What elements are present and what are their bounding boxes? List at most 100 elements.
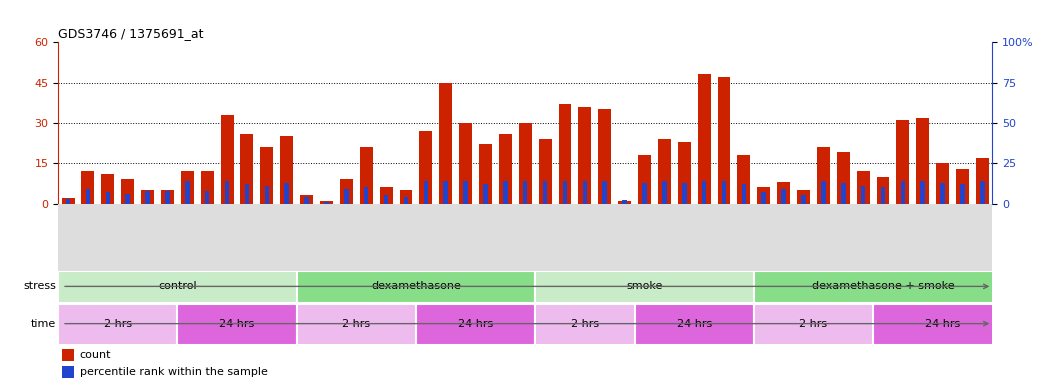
Bar <box>484 184 488 204</box>
Bar <box>297 304 416 345</box>
Bar <box>662 181 666 204</box>
Bar <box>717 77 731 204</box>
Bar <box>304 197 309 204</box>
Bar <box>623 200 627 204</box>
Bar <box>419 131 432 204</box>
Text: dexamethasone: dexamethasone <box>371 281 461 291</box>
Text: 2 hrs: 2 hrs <box>799 319 827 329</box>
Bar <box>384 195 388 204</box>
Bar <box>737 155 750 204</box>
Bar <box>344 189 349 204</box>
Bar <box>459 123 472 204</box>
Bar <box>741 184 746 204</box>
Bar <box>463 181 468 204</box>
Bar <box>754 304 873 345</box>
Text: 2 hrs: 2 hrs <box>343 319 371 329</box>
Bar <box>241 134 253 204</box>
Text: GDS3746 / 1375691_at: GDS3746 / 1375691_at <box>58 26 203 40</box>
Text: percentile rank within the sample: percentile rank within the sample <box>80 367 268 377</box>
Bar <box>145 190 149 204</box>
Bar <box>61 198 75 204</box>
Bar <box>678 142 690 204</box>
Bar <box>762 192 766 204</box>
Bar <box>536 304 634 345</box>
Bar <box>519 123 531 204</box>
Text: dexamethasone + smoke: dexamethasone + smoke <box>812 281 954 291</box>
Bar <box>558 104 572 204</box>
Bar <box>503 181 508 204</box>
Bar <box>300 195 313 204</box>
Text: count: count <box>80 350 111 360</box>
Bar <box>416 304 536 345</box>
Text: 24 hrs: 24 hrs <box>925 319 960 329</box>
Bar <box>634 304 754 345</box>
Bar <box>161 190 174 204</box>
Bar <box>563 181 567 204</box>
Bar <box>940 182 945 204</box>
Bar <box>181 171 194 204</box>
Bar <box>62 366 74 379</box>
Bar <box>280 136 293 204</box>
Bar <box>479 144 492 204</box>
Bar <box>499 134 512 204</box>
Bar <box>543 181 547 204</box>
Text: control: control <box>158 281 196 291</box>
Bar <box>265 186 269 204</box>
Bar <box>797 190 810 204</box>
Bar <box>619 201 631 204</box>
Bar <box>980 181 985 204</box>
Bar <box>960 184 964 204</box>
Bar <box>106 192 110 204</box>
Text: stress: stress <box>23 281 56 291</box>
Bar <box>284 182 289 204</box>
Bar <box>177 304 297 345</box>
Text: 2 hrs: 2 hrs <box>104 319 132 329</box>
Bar <box>400 190 412 204</box>
Bar <box>901 181 905 204</box>
Bar <box>881 187 885 204</box>
Bar <box>523 181 527 204</box>
Bar <box>261 147 273 204</box>
Bar <box>185 181 190 204</box>
Bar <box>782 189 786 204</box>
Bar <box>380 187 392 204</box>
Bar <box>58 271 297 303</box>
Bar <box>339 179 353 204</box>
Bar <box>245 184 249 204</box>
Bar <box>364 187 368 204</box>
Bar <box>598 109 611 204</box>
Bar <box>658 139 671 204</box>
Bar <box>721 181 727 204</box>
Bar <box>643 182 647 204</box>
Bar <box>200 171 214 204</box>
Bar <box>801 195 805 204</box>
Bar <box>837 152 850 204</box>
Text: 24 hrs: 24 hrs <box>458 319 493 329</box>
Bar <box>817 147 829 204</box>
Bar <box>976 158 989 204</box>
Bar <box>758 187 770 204</box>
Bar <box>936 163 949 204</box>
Bar <box>539 139 551 204</box>
Bar <box>702 181 707 204</box>
Bar <box>921 181 925 204</box>
Bar <box>126 194 130 204</box>
Bar <box>204 190 210 204</box>
Bar <box>121 179 134 204</box>
Bar <box>81 171 94 204</box>
Bar <box>602 181 607 204</box>
Bar <box>297 271 536 303</box>
Bar <box>62 349 74 361</box>
Bar <box>439 83 453 204</box>
Bar <box>873 304 1012 345</box>
Text: 2 hrs: 2 hrs <box>571 319 599 329</box>
Bar <box>165 190 169 204</box>
Bar <box>221 115 234 204</box>
Text: 24 hrs: 24 hrs <box>677 319 712 329</box>
Bar <box>917 118 929 204</box>
Bar <box>102 174 114 204</box>
Text: smoke: smoke <box>626 281 662 291</box>
Bar <box>861 186 866 204</box>
Bar <box>856 171 870 204</box>
Bar <box>320 201 333 204</box>
